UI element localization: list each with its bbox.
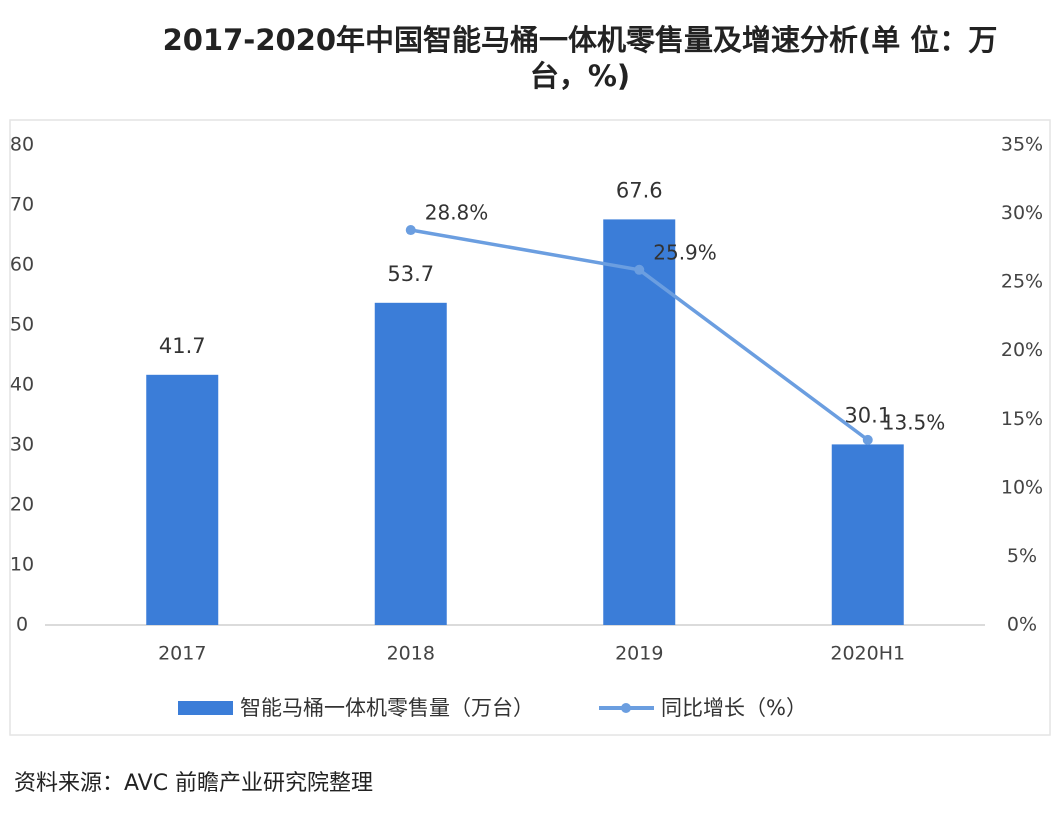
legend-label: 智能马桶一体机零售量（万台） (240, 696, 534, 720)
legend-swatch (621, 703, 631, 713)
line-value-label: 28.8% (425, 201, 489, 225)
chart-frame (9, 119, 1051, 736)
x-tick-label: 2019 (615, 643, 663, 665)
bar-value-label: 41.7 (159, 334, 206, 358)
line-value-label: 13.5% (882, 410, 946, 434)
y2-tick-label: 20% (1001, 339, 1043, 361)
bar (603, 219, 676, 625)
y-tick-label: 40 (10, 374, 34, 396)
bar-value-label: 30.1 (844, 403, 891, 427)
y-tick-label: 50 (10, 314, 34, 336)
x-tick-label: 2020H1 (830, 643, 905, 665)
y2-tick-label: 10% (1001, 476, 1043, 498)
chart-title: 2017-2020年中国智能马桶一体机零售量及增速分析(单 位：万台，%) (162, 23, 998, 93)
y-tick-label: 80 (10, 134, 34, 156)
y2-tick-label: 5% (1007, 545, 1037, 567)
bar (146, 374, 219, 625)
y-tick-label: 60 (10, 254, 34, 276)
legend-label: 同比增长（%） (661, 696, 807, 720)
y-tick-label: 10 (10, 554, 34, 576)
y2-tick-label: 15% (1001, 408, 1043, 430)
y-tick-label: 0 (16, 614, 28, 636)
y-tick-label: 20 (10, 494, 34, 516)
legend-swatch (178, 701, 233, 715)
y-tick-label: 70 (10, 194, 34, 216)
y2-tick-label: 35% (1001, 134, 1043, 156)
bar (374, 302, 447, 625)
bar (831, 444, 904, 625)
y2-tick-label: 30% (1001, 202, 1043, 224)
x-tick-label: 2018 (387, 643, 435, 665)
y2-tick-label: 0% (1007, 614, 1037, 636)
line-point (862, 434, 873, 445)
x-tick-label: 2017 (158, 643, 206, 665)
bar-value-label: 53.7 (387, 262, 434, 286)
line-value-label: 25.9% (653, 240, 717, 264)
bar-value-label: 67.6 (616, 178, 663, 202)
y-tick-label: 30 (10, 434, 34, 456)
line-point (405, 225, 416, 236)
line-point (634, 264, 645, 275)
source-note: 资料来源：AVC 前瞻产业研究院整理 (14, 771, 374, 796)
y2-tick-label: 25% (1001, 271, 1043, 293)
